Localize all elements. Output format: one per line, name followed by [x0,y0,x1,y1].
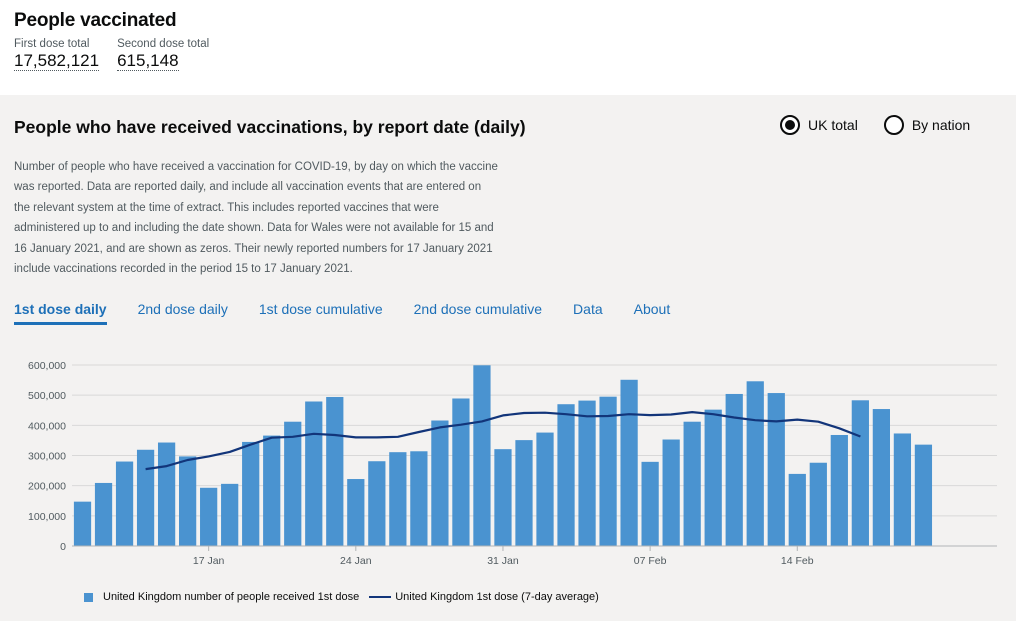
bar[interactable] [746,381,764,546]
y-tick-label: 200,000 [28,481,66,493]
tab-1st-dose-cumulative[interactable]: 1st dose cumulative [258,301,383,317]
bar[interactable] [830,434,848,546]
bar[interactable] [872,409,890,546]
bar[interactable] [115,461,134,546]
bar[interactable] [620,379,638,546]
bar[interactable] [767,393,785,546]
description-line: administered up to and including the dat… [14,222,494,235]
bar[interactable] [326,396,344,546]
chart-tabs: 1st dose daily 2nd dose daily 1st dose c… [14,301,701,325]
legend-line-swatch [369,596,392,598]
bar[interactable] [494,449,512,546]
bar[interactable] [284,421,302,546]
y-tick-label: 600,000 [28,360,66,372]
bar[interactable] [389,452,407,546]
bar[interactable] [788,473,806,546]
second-dose-total: Second dose total 615,148 [117,38,209,71]
tab-2nd-dose-daily[interactable]: 2nd dose daily [137,301,228,317]
chart-description: Number of people who have received a vac… [14,157,514,279]
x-tick-label: 17 Jan [193,555,225,567]
page-title: People vaccinated [14,10,177,31]
bar[interactable] [73,501,92,546]
radio-circle-icon[interactable] [780,115,800,135]
tab-2nd-dose-cumulative[interactable]: 2nd dose cumulative [413,301,543,317]
legend-bar-swatch [84,592,93,602]
bar[interactable] [536,432,554,546]
y-tick-label: 500,000 [28,390,66,402]
x-tick-label: 24 Jan [340,555,372,567]
bar[interactable] [94,482,113,546]
bar[interactable] [683,421,701,546]
bar[interactable] [305,401,323,546]
bar[interactable] [136,449,155,546]
description-line: the relevant system at the time of extra… [14,201,439,214]
area-radio-group: UK total By nation [780,115,996,135]
x-tick-label: 07 Feb [634,555,667,567]
first-dose-label: First dose total [14,38,90,50]
bar[interactable] [515,440,533,546]
bar[interactable] [851,400,869,546]
bar[interactable] [431,420,449,546]
y-tick-label: 300,000 [28,451,66,463]
tab-1st-dose-daily[interactable]: 1st dose daily [14,301,107,325]
y-tick-label: 100,000 [28,511,66,523]
chart-card: People who have received vaccinations, b… [0,95,1016,621]
x-tick-label: 31 Jan [487,555,519,567]
bar[interactable] [179,456,197,546]
bar[interactable] [662,439,680,546]
bar[interactable] [263,435,281,546]
radio-by-nation[interactable]: By nation [883,115,971,135]
description-line: include vaccinations recorded in the per… [14,263,353,276]
radio-label: UK total [808,117,858,133]
y-tick-label: 0 [60,541,66,553]
description-line: 16 January 2021, and are shown as zeros.… [14,242,493,255]
bar[interactable] [347,479,365,546]
legend-bar-label: United Kingdom number of people received… [103,591,360,603]
tab-data[interactable]: Data [573,301,603,317]
bar[interactable] [200,487,218,546]
bar[interactable] [242,441,260,546]
radio-selected-dot-icon [785,120,795,130]
radio-uk-total[interactable]: UK total [780,115,858,135]
tab-about[interactable]: About [633,301,671,317]
second-dose-label: Second dose total [117,38,210,50]
bar[interactable] [221,483,239,546]
bar[interactable] [452,398,470,546]
bar[interactable] [704,409,722,546]
bar[interactable] [893,433,912,546]
bar[interactable] [473,365,491,546]
bar[interactable] [557,404,575,546]
vaccination-summary: People vaccinated First dose total 17,58… [14,10,1004,71]
totals-row: First dose total 17,582,121 Second dose … [14,38,1004,71]
bar[interactable] [725,393,743,546]
x-tick-label: 14 Feb [781,555,814,567]
chart-card-title: People who have received vaccinations, b… [14,117,526,137]
bar[interactable] [157,442,176,546]
first-dose-total: First dose total 17,582,121 [14,38,100,71]
bar[interactable] [368,461,386,546]
bar[interactable] [914,444,933,546]
description-line: Number of people who have received a vac… [14,161,498,173]
bar[interactable] [599,396,617,546]
seven-day-average-line [145,411,861,471]
first-dose-value[interactable]: 17,582,121 [14,51,100,71]
radio-circle-icon[interactable] [883,115,904,135]
vaccination-bar-chart[interactable]: 0 100,000 200,000 300,000 400,000 500,000 600,… [0,350,1016,585]
bar[interactable] [809,462,827,546]
bar[interactable] [410,451,428,546]
chart-legend: United Kingdom number of people received… [84,591,599,603]
radio-label: By nation [911,117,971,133]
y-tick-label: 400,000 [28,420,66,432]
legend-line-label: United Kingdom 1st dose (7-day average) [395,591,599,603]
description-line: was reported. Data are reported daily, a… [14,181,482,194]
second-dose-value[interactable]: 615,148 [117,51,179,71]
bar[interactable] [641,461,659,546]
bar[interactable] [578,400,596,546]
